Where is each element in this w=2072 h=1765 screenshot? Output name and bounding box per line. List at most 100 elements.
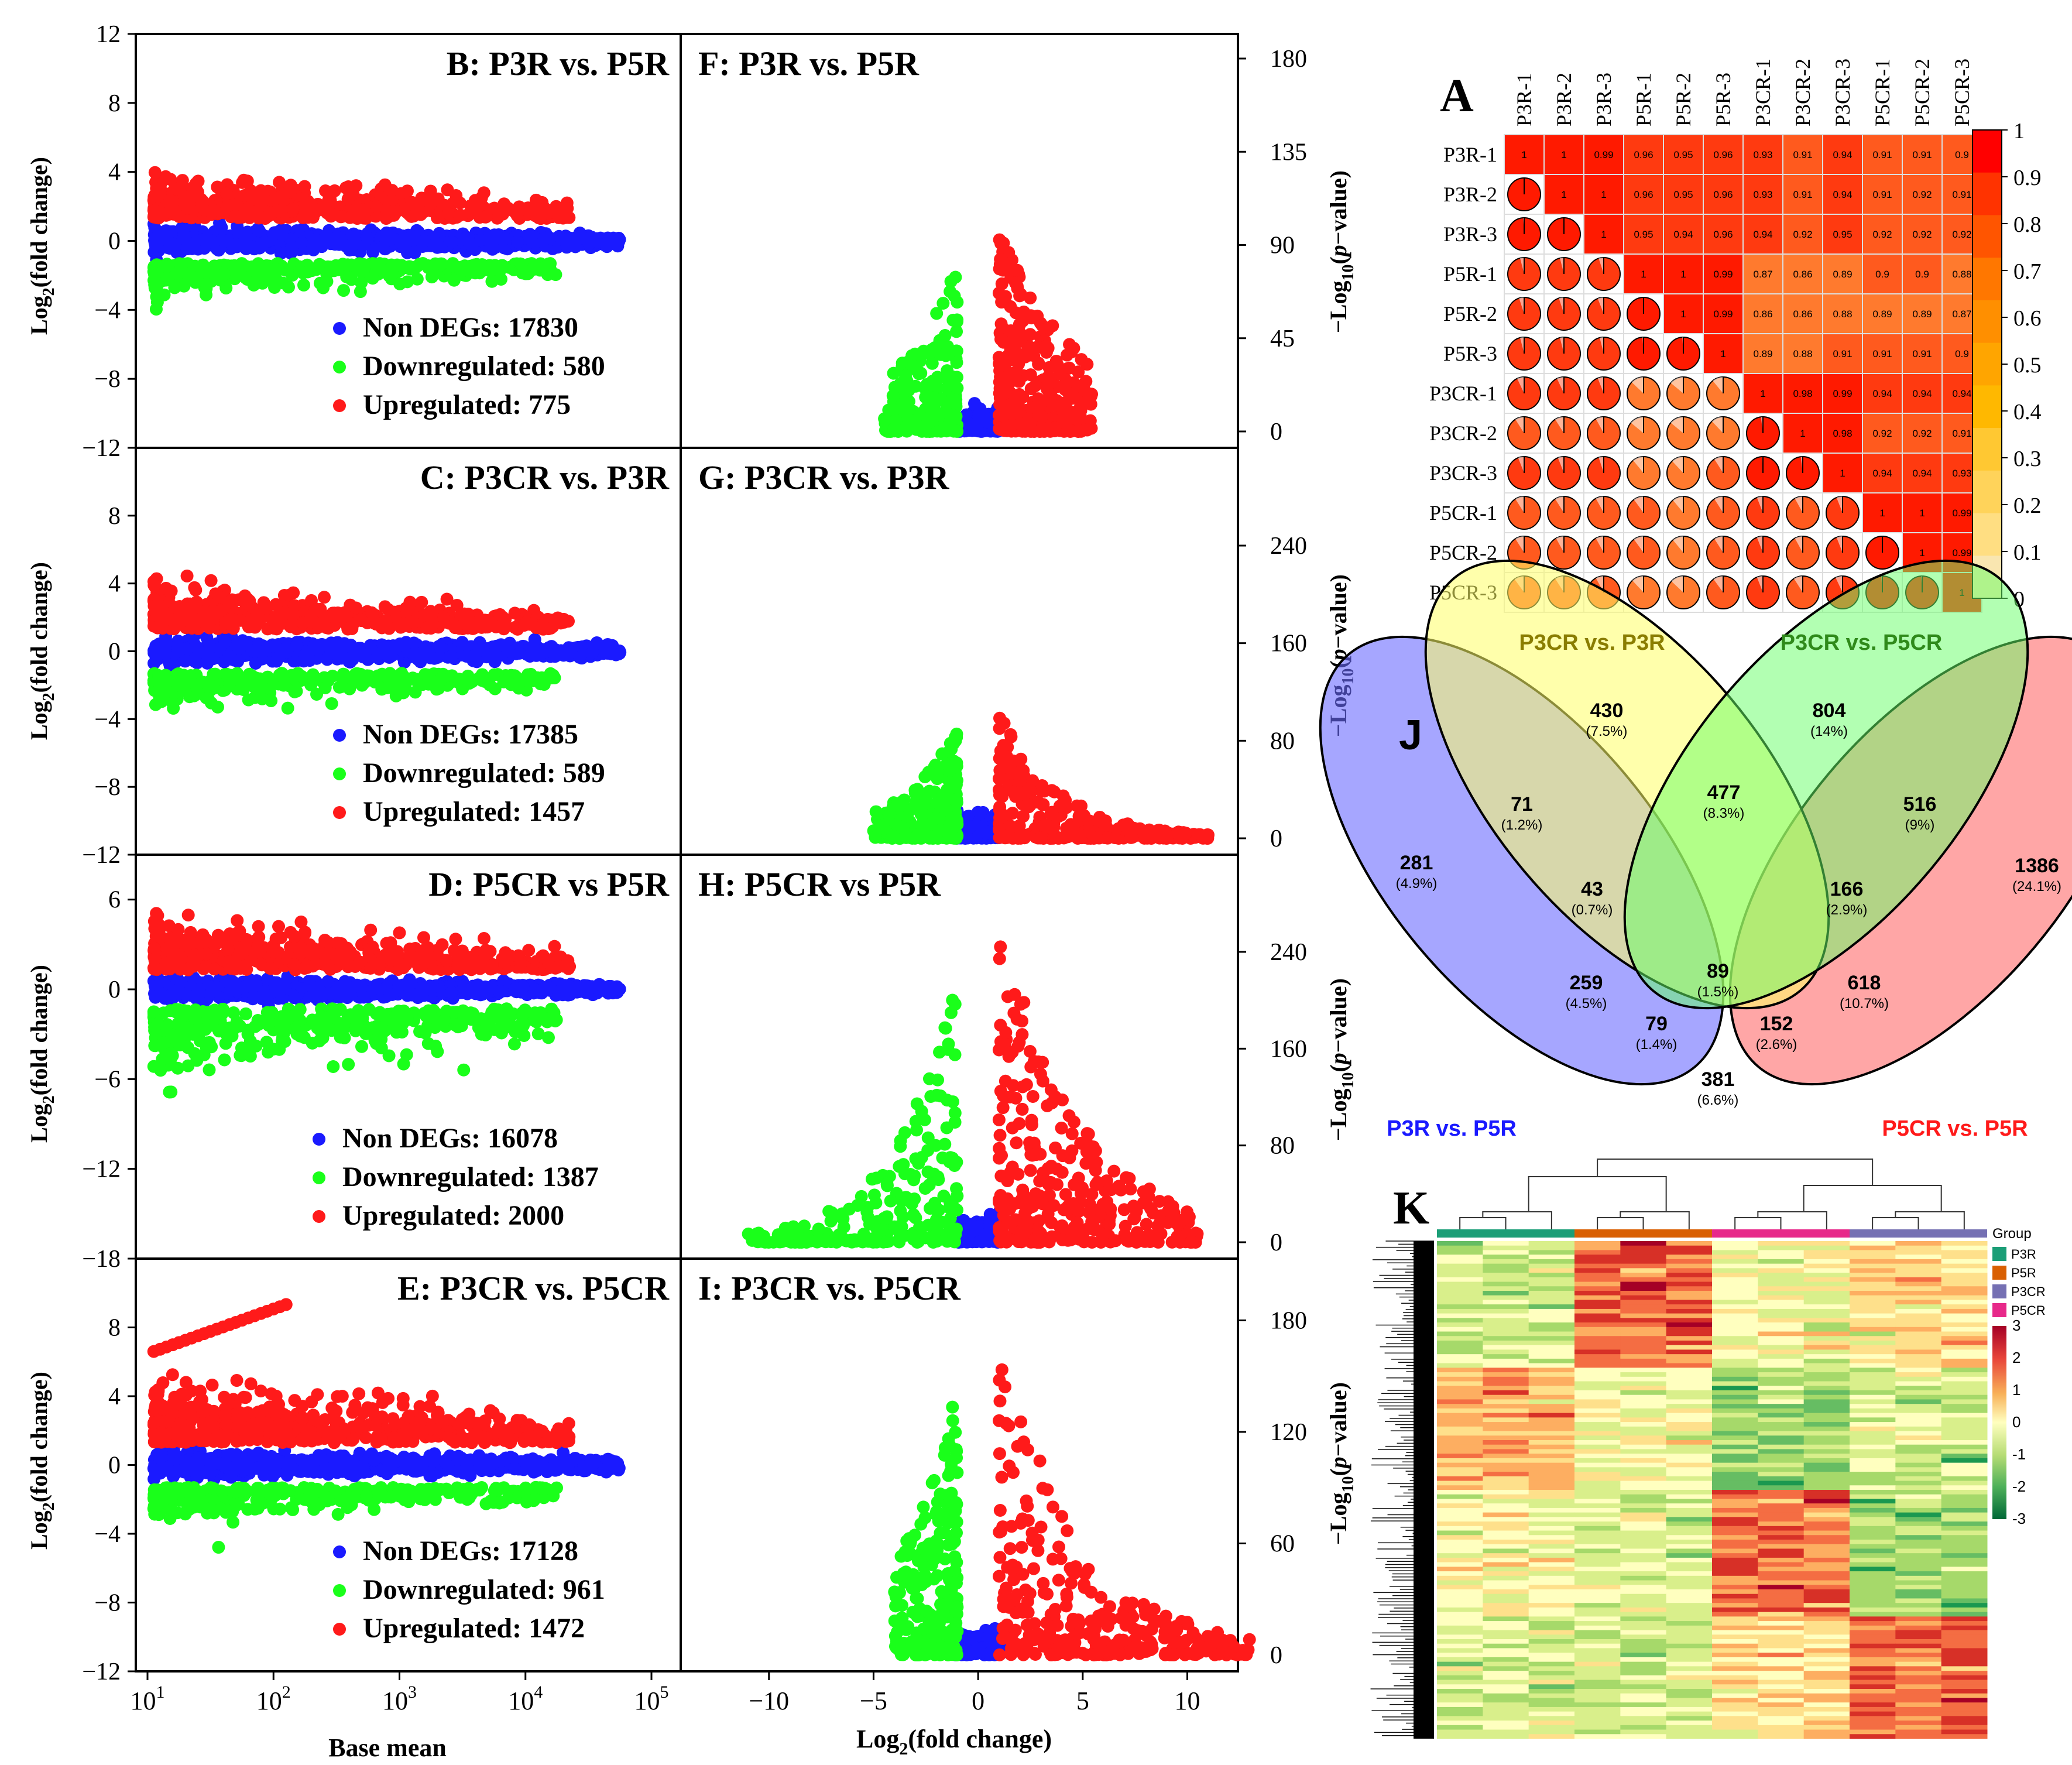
volcano-ytick-label: 80 [1270,728,1295,755]
ma-point-up [548,614,561,627]
ma-point-nondeg [382,227,396,241]
ma-point-down [231,266,244,280]
volcano-point-down [912,420,925,433]
volcano-point-up [1063,338,1076,351]
ma-point-up [496,618,509,632]
volcano-point-up [1041,379,1055,392]
ma-legend-marker [333,399,346,412]
volcano-point-up [1096,816,1110,830]
ma-point-down [383,667,397,680]
ma-point-up [475,191,488,204]
volcano-point-up [1005,418,1018,431]
ma-point-nondeg [252,645,266,658]
volcano-point-nondeg [963,820,976,834]
ma-point-down [183,672,197,686]
ma-point-down [149,303,163,316]
volcano-point-down [908,362,921,376]
ma-point-up [273,176,286,189]
volcano-point-up [1059,373,1073,387]
ma-point-up [174,611,187,625]
ma-point-down [306,668,320,681]
ma-point-nondeg [586,645,599,659]
ma-point-up [147,578,161,592]
volcano-point-up [1070,799,1083,813]
ma-point-up [270,622,283,636]
ma-point-down [265,694,278,708]
ma-point-down [248,264,261,277]
ma-point-up [548,206,561,220]
ma-point-down [337,284,351,297]
ma-point-down [325,697,338,710]
volcano-scatter-G [867,711,1215,845]
ma-point-nondeg [315,234,328,247]
ma-point-up [392,616,406,630]
ma-point-up [335,610,349,623]
volcano-point-up [1014,752,1028,766]
volcano-ytick-label: 0 [1270,825,1282,852]
volcano-point-up [996,717,1009,731]
volcano-point-up [992,286,1006,300]
ma-ytick-label: −12 [82,435,121,462]
volcano-point-up [1109,831,1122,845]
ma-point-nondeg [417,234,431,248]
ma-point-nondeg [347,232,361,245]
volcano-point-up [999,256,1012,270]
ma-point-nondeg [544,231,557,245]
ma-point-down [293,265,307,278]
ma-point-up [188,581,201,594]
volcano-point-up [997,739,1010,752]
ma-point-up [532,211,546,225]
ma-point-up [437,611,451,625]
ma-point-nondeg [303,645,316,659]
ma-ytick-label: −4 [94,297,121,324]
ma-point-nondeg [573,650,586,664]
volcano-point-up [1080,358,1094,371]
volcano-point-up [1051,359,1065,372]
volcano-ytick-label: 160 [1270,630,1307,657]
ma-legend-marker [333,322,346,335]
ma-point-up [424,622,438,635]
ma-scatter-B [147,166,626,316]
ma-point-down [340,270,354,283]
ma-point-nondeg [215,233,229,246]
volcano-point-up [994,333,1007,346]
ma-point-down [247,680,260,693]
volcano-title-F: F: P3R vs. P5R [698,44,920,83]
ma-point-up [298,180,311,193]
ma-point-up [164,202,178,215]
ma-point-up [341,193,355,206]
ma-point-up [370,200,383,214]
ma-legend-marker [333,361,346,373]
ma-point-up [349,601,363,615]
ma-point-up [520,616,533,629]
volcano-point-down [946,313,960,327]
ma-point-nondeg [218,655,231,669]
ma-title-B: B: P3R vs. P5R [447,44,670,83]
ma-point-down [504,678,517,691]
ma-point-up [317,591,331,604]
volcano-point-down [920,378,934,391]
ma-point-nondeg [196,233,210,246]
ma-point-down [288,685,301,698]
ma-point-up [280,187,293,200]
volcano-point-up [1011,282,1024,295]
ma-point-up [238,189,252,202]
volcano-point-up [992,351,1006,364]
volcano-point-up [1066,821,1080,835]
volcano-point-up [1060,348,1073,362]
volcano-point-nondeg [961,831,975,845]
ma-point-down [527,263,540,276]
volcano-point-up [1028,379,1042,393]
ma-point-up [159,581,173,595]
volcano-point-up [1000,750,1014,763]
ma-point-down [166,696,179,710]
ma-point-up [418,608,431,622]
ma-ytick-label: 4 [108,159,121,186]
ma-point-down [325,261,338,274]
ma-point-down [541,268,554,282]
ma-point-nondeg [424,651,437,664]
volcano-point-down [941,340,954,353]
ma-point-down [527,674,540,687]
